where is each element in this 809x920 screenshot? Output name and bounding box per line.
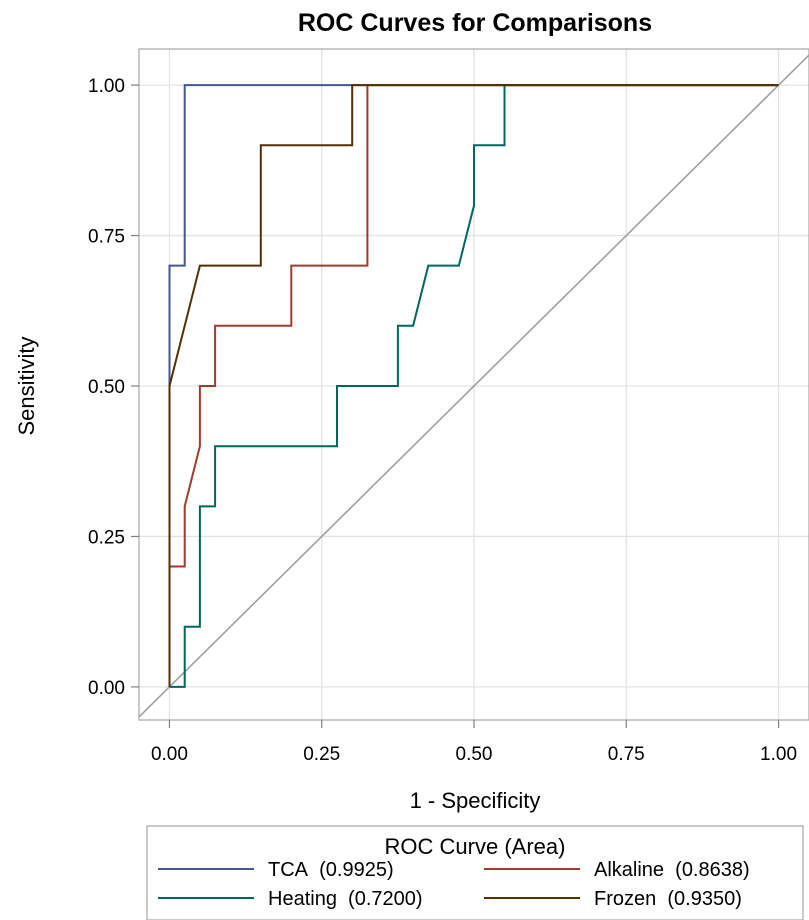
y-tick-label-1: 0.25 [88,527,125,548]
series-line-alkaline [168,84,779,687]
y-axis-ticks: 0.00 0.25 0.50 0.75 1.00 [88,76,139,699]
x-tick-label-1: 0.25 [303,744,340,765]
legend-label-heating: Heating (0.7200) [268,888,423,910]
legend: ROC Curve (Area) TCA (0.9925) Alkaline (0… [146,825,804,920]
x-tick-label-4: 1.00 [760,744,797,765]
y-tick-label-4: 1.00 [88,76,125,97]
series-line-heating [169,84,779,688]
legend-frame [146,825,804,920]
x-axis-label: 1 - Specificity [410,788,541,813]
reference-line [138,54,809,718]
legend-label-frozen: Frozen (0.9350) [594,888,742,910]
series-lines [168,84,779,688]
legend-label-alkaline: Alkaline (0.8638) [594,859,750,881]
chart-title: ROC Curves for Comparisons [298,9,652,37]
x-tick-label-0: 0.00 [151,744,188,765]
y-tick-label-3: 0.75 [88,227,125,248]
x-tick-label-3: 0.75 [608,744,645,765]
reference-diagonal [138,54,809,718]
y-tick-label-0: 0.00 [88,678,125,699]
series-line-frozen [168,84,779,687]
x-axis-ticks: 0.00 0.25 0.50 0.75 1.00 [151,720,797,765]
x-tick-label-2: 0.50 [456,744,493,765]
y-tick-label-2: 0.50 [88,377,125,398]
legend-label-tca: TCA (0.9925) [268,859,394,881]
y-axis-label: Sensitivity [14,336,39,435]
legend-title: ROC Curve (Area) [385,834,566,859]
legend-entries: TCA (0.9925) Alkaline (0.8638) Heating (0.… [158,859,750,910]
